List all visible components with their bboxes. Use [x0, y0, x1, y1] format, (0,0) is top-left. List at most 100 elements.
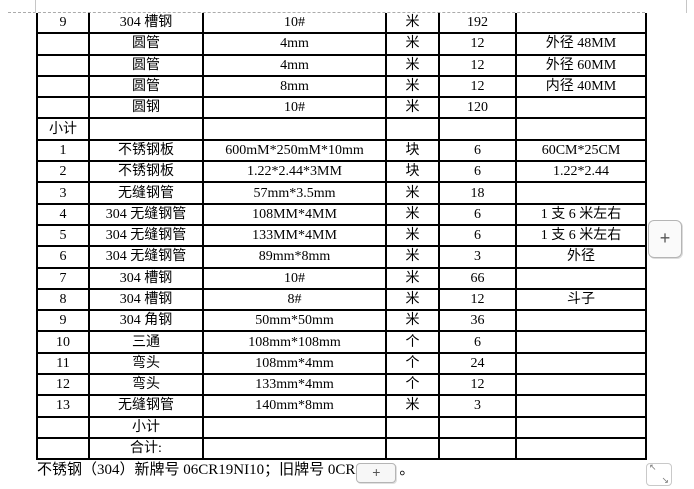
cell-name[interactable]: 不锈钢板 — [88, 160, 204, 184]
cell-name[interactable]: 304 无缝钢管 — [88, 223, 204, 248]
cell-note[interactable]: 外径 — [515, 245, 647, 269]
cell-note[interactable] — [515, 117, 647, 141]
cell-note[interactable]: 内径 40MM — [515, 74, 647, 99]
cell-spec[interactable]: 10# — [202, 96, 387, 120]
cell-spec[interactable]: 4mm — [202, 32, 387, 56]
cell-qty[interactable] — [438, 436, 517, 461]
cell-unit[interactable]: 块 — [385, 160, 440, 184]
cell-unit[interactable]: 米 — [385, 287, 440, 312]
cell-qty[interactable]: 120 — [438, 96, 517, 120]
cell-no[interactable]: 13 — [36, 394, 90, 418]
cell-name[interactable]: 304 角钢 — [88, 309, 204, 333]
cell-no[interactable] — [36, 415, 90, 439]
cell-qty[interactable]: 66 — [438, 266, 517, 290]
cell-name[interactable]: 304 槽钢 — [88, 266, 204, 290]
cell-qty[interactable] — [438, 415, 517, 439]
cell-no[interactable] — [36, 74, 90, 99]
cell-name[interactable]: 弯头 — [88, 373, 204, 397]
cell-note[interactable] — [515, 181, 647, 205]
cell-note[interactable] — [515, 309, 647, 333]
cell-no[interactable] — [36, 32, 90, 56]
cell-spec[interactable]: 140mm*8mm — [202, 394, 387, 418]
cell-no[interactable]: 2 — [36, 160, 90, 184]
cell-spec[interactable] — [202, 415, 387, 439]
cell-qty[interactable]: 6 — [438, 202, 517, 226]
cell-no[interactable]: 6 — [36, 245, 90, 269]
cell-spec[interactable]: 133mm*4mm — [202, 373, 387, 397]
cell-spec[interactable]: 10# — [202, 266, 387, 290]
cell-no[interactable]: 10 — [36, 330, 90, 354]
cell-unit[interactable]: 个 — [385, 373, 440, 397]
cell-qty[interactable]: 12 — [438, 53, 517, 77]
cell-spec[interactable]: 108mm*108mm — [202, 330, 387, 354]
cell-name[interactable]: 不锈钢板 — [88, 138, 204, 163]
add-row-button[interactable]: + — [648, 220, 682, 258]
cell-note[interactable]: 斗子 — [515, 287, 647, 312]
cell-qty[interactable]: 6 — [438, 223, 517, 248]
cell-name[interactable]: 304 无缝钢管 — [88, 245, 204, 269]
cell-qty[interactable]: 6 — [438, 160, 517, 184]
cell-name[interactable]: 圆管 — [88, 32, 204, 56]
cell-name[interactable]: 无缝钢管 — [88, 181, 204, 205]
cell-note[interactable]: 1.22*2.44 — [515, 160, 647, 184]
cell-qty[interactable]: 12 — [438, 74, 517, 99]
cell-qty[interactable] — [438, 117, 517, 141]
cell-spec[interactable]: 1.22*2.44*3MM — [202, 160, 387, 184]
cell-unit[interactable] — [385, 436, 440, 461]
cell-unit[interactable] — [385, 117, 440, 141]
cell-unit[interactable]: 米 — [385, 202, 440, 226]
cell-no[interactable]: 7 — [36, 266, 90, 290]
cell-note[interactable]: 外径 48MM — [515, 32, 647, 56]
cell-qty[interactable]: 192 — [438, 13, 517, 35]
cell-qty[interactable]: 12 — [438, 373, 517, 397]
cell-spec[interactable]: 108MM*4MM — [202, 202, 387, 226]
cell-unit[interactable]: 米 — [385, 13, 440, 35]
cell-note[interactable]: 60CM*25CM — [515, 138, 647, 163]
cell-note[interactable]: 1 支 6 米左右 — [515, 202, 647, 226]
cell-note[interactable] — [515, 436, 647, 461]
cell-spec[interactable]: 8mm — [202, 74, 387, 99]
cell-unit[interactable]: 米 — [385, 53, 440, 77]
cell-unit[interactable]: 米 — [385, 74, 440, 99]
cell-unit[interactable]: 米 — [385, 96, 440, 120]
cell-qty[interactable]: 3 — [438, 245, 517, 269]
cell-unit[interactable]: 个 — [385, 330, 440, 354]
cell-spec[interactable]: 4mm — [202, 53, 387, 77]
cell-unit[interactable]: 米 — [385, 245, 440, 269]
cell-unit[interactable]: 米 — [385, 181, 440, 205]
cell-qty[interactable]: 3 — [438, 394, 517, 418]
cell-no[interactable]: 8 — [36, 287, 90, 312]
cell-note[interactable] — [515, 373, 647, 397]
table-resize-handle[interactable]: ↖ ↘ — [646, 463, 672, 486]
cell-spec[interactable]: 133MM*4MM — [202, 223, 387, 248]
cell-unit[interactable] — [385, 415, 440, 439]
cell-unit[interactable]: 米 — [385, 266, 440, 290]
cell-no[interactable]: 3 — [36, 181, 90, 205]
cell-name[interactable]: 小计 — [88, 415, 204, 439]
cell-name[interactable]: 圆管 — [88, 74, 204, 99]
cell-spec[interactable]: 57mm*3.5mm — [202, 181, 387, 205]
cell-spec[interactable]: 50mm*50mm — [202, 309, 387, 333]
cell-no[interactable]: 5 — [36, 223, 90, 248]
cell-qty[interactable]: 12 — [438, 287, 517, 312]
cell-spec[interactable]: 10# — [202, 13, 387, 35]
cell-note[interactable]: 1 支 6 米左右 — [515, 223, 647, 248]
cell-qty[interactable]: 36 — [438, 309, 517, 333]
cell-name[interactable]: 304 无缝钢管 — [88, 202, 204, 226]
inline-add-button[interactable]: + — [356, 463, 397, 483]
cell-no[interactable] — [36, 96, 90, 120]
cell-note[interactable] — [515, 13, 647, 35]
cell-name[interactable]: 无缝钢管 — [88, 394, 204, 418]
cell-spec[interactable]: 89mm*8mm — [202, 245, 387, 269]
cell-note[interactable] — [515, 330, 647, 354]
cell-spec[interactable] — [202, 436, 387, 461]
cell-name[interactable]: 304 槽钢 — [88, 13, 204, 35]
cell-unit[interactable]: 米 — [385, 223, 440, 248]
cell-unit[interactable]: 米 — [385, 309, 440, 333]
cell-spec[interactable]: 600mM*250mM*10mm — [202, 138, 387, 163]
cell-name[interactable] — [88, 117, 204, 141]
cell-qty[interactable]: 6 — [438, 138, 517, 163]
cell-note[interactable] — [515, 266, 647, 290]
cell-unit[interactable]: 米 — [385, 394, 440, 418]
cell-unit[interactable]: 个 — [385, 351, 440, 376]
